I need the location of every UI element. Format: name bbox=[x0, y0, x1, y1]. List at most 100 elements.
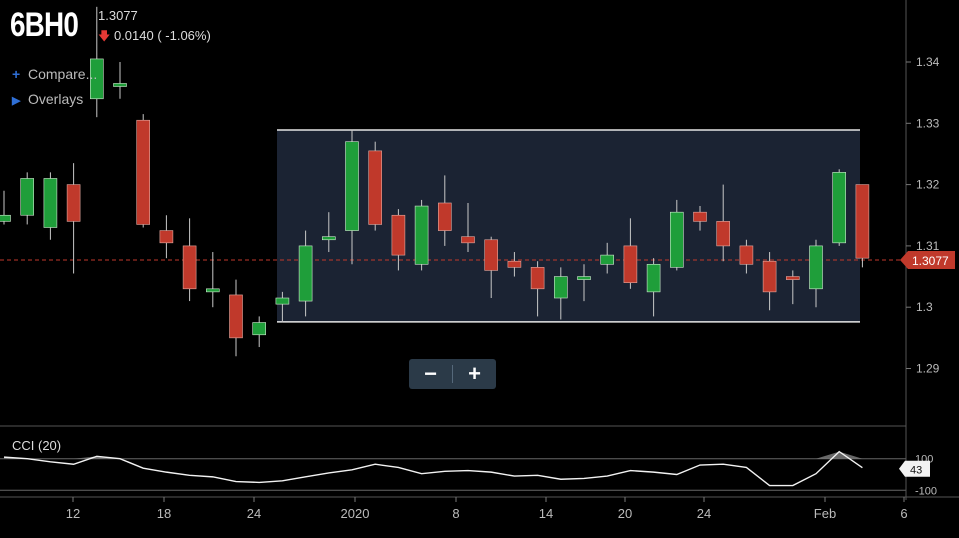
candle-body bbox=[507, 260, 522, 268]
cci-line bbox=[3, 450, 863, 487]
candle-body bbox=[739, 245, 754, 265]
zoom-out-button[interactable]: − bbox=[424, 361, 437, 386]
candle bbox=[646, 258, 661, 317]
candle-body bbox=[530, 267, 545, 290]
candle bbox=[321, 212, 336, 253]
candle bbox=[345, 129, 359, 265]
candle-body bbox=[484, 239, 499, 271]
candle-body bbox=[809, 245, 823, 290]
candle-body bbox=[762, 260, 777, 293]
candle-body bbox=[391, 214, 406, 256]
plus-icon: + bbox=[12, 66, 21, 82]
candle-body bbox=[159, 230, 174, 244]
time-tick-label: 18 bbox=[157, 506, 171, 521]
cci-name-label: CCI (20) bbox=[12, 438, 61, 453]
candle bbox=[43, 172, 58, 240]
candle bbox=[577, 264, 591, 302]
candle-body bbox=[275, 297, 290, 305]
selection-range-box[interactable] bbox=[277, 130, 860, 322]
candle-body bbox=[113, 83, 127, 87]
cci-value-tag bbox=[899, 460, 930, 477]
candle-body bbox=[414, 205, 429, 265]
time-tick-label: 14 bbox=[539, 506, 553, 521]
candle bbox=[693, 206, 707, 231]
candle bbox=[461, 202, 475, 253]
candle bbox=[229, 279, 243, 357]
candle-body bbox=[206, 288, 220, 293]
candle bbox=[20, 172, 35, 225]
time-tick-label: 12 bbox=[66, 506, 80, 521]
time-tick-label: 8 bbox=[452, 506, 459, 521]
compare-label: Compare... bbox=[28, 66, 98, 82]
time-tick-label: Feb bbox=[814, 506, 836, 521]
candle-body bbox=[43, 178, 58, 228]
candle bbox=[252, 316, 266, 348]
time-tick-label: 2020 bbox=[341, 506, 370, 521]
candle-body bbox=[90, 58, 104, 100]
cci-overbought-fill bbox=[4, 451, 863, 459]
candle-body bbox=[623, 245, 638, 283]
candle-body bbox=[669, 211, 684, 268]
candle bbox=[739, 239, 754, 274]
candle bbox=[484, 236, 499, 299]
candle-body bbox=[229, 294, 243, 339]
overlays-menu[interactable]: ▶ Overlays bbox=[12, 91, 83, 107]
candle-body bbox=[832, 172, 847, 244]
candle bbox=[623, 218, 638, 289]
chart-axes: 1.341.331.321.311.31.291.3077100-1004312… bbox=[0, 0, 959, 521]
candle bbox=[391, 209, 406, 271]
candle bbox=[0, 190, 11, 225]
price-tick-label: 1.32 bbox=[916, 178, 940, 192]
candle bbox=[275, 291, 290, 323]
candle-body bbox=[785, 276, 800, 280]
candlestick-series bbox=[0, 6, 870, 357]
time-tick-label: 6 bbox=[900, 506, 907, 521]
candle-body bbox=[368, 150, 383, 225]
candle-body bbox=[461, 236, 475, 244]
zoom-divider bbox=[452, 365, 453, 383]
candle bbox=[530, 261, 545, 317]
play-triangle-icon: ▶ bbox=[12, 95, 21, 107]
candle bbox=[762, 252, 777, 311]
candle-body bbox=[66, 184, 81, 222]
candle bbox=[414, 199, 429, 271]
candle-body bbox=[345, 141, 359, 231]
last-price-tag-label: 1.3077 bbox=[912, 254, 949, 268]
chart-grid bbox=[0, 129, 906, 323]
candle bbox=[832, 169, 847, 246]
candle bbox=[600, 242, 615, 274]
candle bbox=[90, 6, 104, 118]
candle-body bbox=[0, 214, 11, 222]
candle-body bbox=[646, 263, 661, 293]
candle bbox=[182, 218, 197, 302]
candle bbox=[113, 62, 127, 99]
candle bbox=[716, 184, 731, 262]
price-tick-label: 1.29 bbox=[916, 362, 940, 376]
candle-body bbox=[693, 211, 707, 222]
price-change-value: 0.0140 ( -1.06%) bbox=[113, 28, 211, 43]
candle bbox=[368, 141, 383, 231]
price-tick-label: 1.3 bbox=[916, 300, 933, 314]
cci-value-label: 43 bbox=[910, 465, 922, 477]
price-change: 🡇 0.0140 ( -1.06%) bbox=[98, 27, 211, 48]
cci-tick-label: -100 bbox=[915, 485, 937, 497]
symbol-label: 6BH0 bbox=[10, 6, 79, 44]
candle bbox=[669, 199, 684, 271]
candle bbox=[507, 252, 522, 277]
last-price-label: 1.3077 bbox=[98, 8, 138, 23]
candle-body bbox=[298, 245, 313, 302]
candle-body bbox=[577, 276, 591, 280]
zoom-controls: − + bbox=[409, 359, 496, 389]
time-tick-label: 20 bbox=[618, 506, 632, 521]
candle-body bbox=[182, 245, 197, 290]
candle-body bbox=[437, 202, 452, 231]
time-tick-label: 24 bbox=[697, 506, 711, 521]
cci-indicator-panel: CCI (20) bbox=[0, 438, 906, 491]
candle bbox=[298, 230, 313, 317]
last-price-tag bbox=[900, 250, 955, 269]
candle bbox=[785, 270, 800, 305]
compare-menu[interactable]: + Compare... bbox=[12, 66, 97, 82]
price-tick-label: 1.31 bbox=[916, 239, 940, 253]
zoom-in-button[interactable]: + bbox=[468, 361, 481, 386]
